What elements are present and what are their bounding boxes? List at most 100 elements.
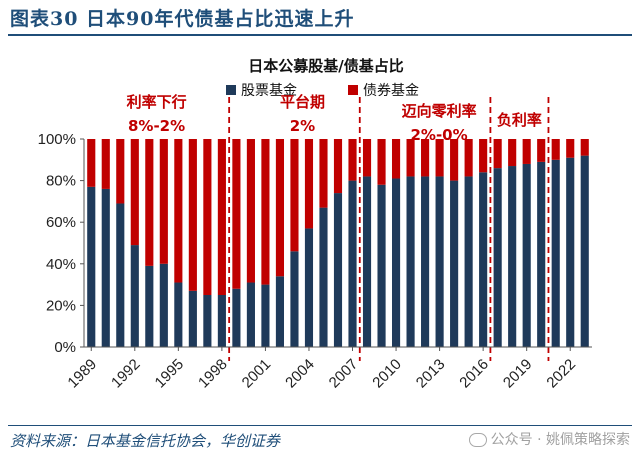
watermark: 公众号 · 姚佩策略探索 [468,429,630,449]
equity-fund-bar-1994 [159,263,168,347]
bond-fund-bar-2004 [304,139,314,229]
bond-fund-bar-2005 [319,139,328,208]
chart-title: 日本公募股基/债基占比 [248,57,403,75]
equity-fund-bar-1992 [130,245,139,347]
bond-fund-bar-2008 [362,139,372,177]
bond-fund-bar-1999 [232,139,241,289]
equity-fund-bar-2008 [362,176,372,347]
equity-fund-bar-2001 [261,284,270,347]
bond-fund-bar-2000 [246,139,255,283]
bond-fund-bar-1996 [188,139,197,291]
x-tick-label: 2019 [500,356,536,392]
bond-fund-bar-2014 [450,139,459,181]
bond-fund-bar-2013 [435,139,444,177]
x-tick-label: 2013 [413,356,449,392]
equity-fund-bar-2002 [275,276,285,347]
equity-fund-bar-2015 [464,176,473,347]
equity-fund-bar-2000 [246,282,255,347]
equity-fund-bar-1998 [217,295,226,347]
equity-fund-bar-2022 [566,157,575,347]
period-rate: 2%-0% [410,126,467,144]
equity-fund-bar-2018 [508,166,517,347]
equity-fund-bar-2019 [522,163,531,347]
y-tick-label: 0% [54,339,76,356]
y-tick-label: 60% [46,214,76,231]
bond-fund-bar-2007 [348,139,357,181]
equity-fund-bar-2014 [450,180,459,347]
bond-fund-bar-1997 [203,139,212,295]
equity-fund-bar-2017 [493,168,502,347]
period-rate: 8%-2% [128,117,185,135]
x-tick-label: 1992 [108,356,144,392]
bond-fund-bar-2002 [275,139,285,277]
y-axis: 0% 20% 40% 60% 80% 100% [38,131,85,356]
bond-fund-bar-2010 [391,139,401,179]
x-tick-label: 1989 [64,356,100,392]
bond-fund-bar-2019 [522,139,531,164]
period-rate: 2% [290,117,315,135]
bond-fund-bar-1992 [130,139,139,246]
bond-fund-bar-2017 [493,139,502,169]
y-tick-label: 100% [38,131,76,148]
x-tick-label: 2007 [326,356,362,392]
bond-fund-bar-2003 [290,139,299,252]
bond-fund-bar-1998 [217,139,226,295]
equity-fund-bar-1999 [232,288,241,347]
bond-fund-bar-1994 [159,139,168,264]
legend-swatch [348,85,358,95]
equity-fund-bar-1990 [101,188,110,347]
bond-fund-bar-2018 [508,139,517,167]
y-tick-label: 80% [46,173,76,190]
equity-fund-bar-2020 [537,161,546,347]
bond-fund-bar-2023 [580,139,589,156]
bond-fund-bar-1990 [101,139,110,189]
equity-fund-bar-1997 [203,295,212,347]
bond-fund-bar-2009 [377,139,386,185]
equity-fund-bar-1993 [145,265,154,347]
bond-fund-bar-2021 [551,139,560,160]
equity-fund-bar-2005 [319,207,328,347]
period-label: 利率下行 [127,93,187,111]
equity-fund-bar-2021 [551,159,560,347]
x-tick-label: 2016 [456,356,492,392]
period-label: 迈向零利率 [402,102,477,120]
legend-swatch [226,85,236,95]
y-tick-label: 20% [46,297,76,314]
equity-fund-bar-2010 [391,178,401,347]
equity-fund-bar-1995 [174,282,183,347]
x-axis: 1989 1992 1995 1998 2001 2004 2007 2010 2013 2016… [64,346,592,392]
legend-label: 债券基金 [363,82,419,99]
equity-fund-bar-2011 [406,176,415,347]
legend-label: 股票基金 [241,82,297,99]
equity-fund-bar-1989 [87,186,96,347]
stacked-bar-chart: 日本公募股基/债基占比 股票基金 债券基金 利率下行 8%-2% 平台期 2% 迈向零利率… [38,57,592,392]
equity-fund-bar-2003 [290,251,299,347]
bond-fund-bar-1991 [116,139,125,204]
watermark-text: 公众号 · 姚佩策略探索 [490,432,630,448]
period-label: 负利率 [497,111,542,129]
equity-fund-bar-2016 [479,172,488,347]
legend: 股票基金 债券基金 [226,82,419,99]
bond-fund-bar-2001 [261,139,270,285]
x-tick-label: 2001 [239,356,275,392]
x-tick-label: 2004 [282,356,318,392]
bond-fund-bar-1989 [87,139,96,187]
bottom-rule [8,425,632,426]
bond-fund-bar-2011 [406,139,415,177]
bond-fund-bar-2012 [421,139,430,177]
bond-fund-bar-1993 [145,139,154,266]
figure-title: 图表30 日本90年代债基占比迅速上升 [10,8,355,30]
y-tick-label: 40% [46,256,76,273]
equity-fund-bar-2009 [377,184,386,347]
equity-fund-bar-2013 [435,176,444,347]
title-rule [8,34,632,36]
bond-fund-bar-2020 [537,139,546,162]
equity-fund-bar-2007 [348,180,357,347]
source-note: 资料来源：日本基金信托协会，华创证券 [10,432,281,450]
x-tick-label: 1995 [152,356,188,392]
bars-group [87,139,589,347]
bond-fund-bar-2016 [479,139,488,173]
bond-fund-bar-1995 [174,139,183,283]
equity-fund-bar-2023 [580,155,589,347]
x-tick-label: 2022 [543,356,579,392]
